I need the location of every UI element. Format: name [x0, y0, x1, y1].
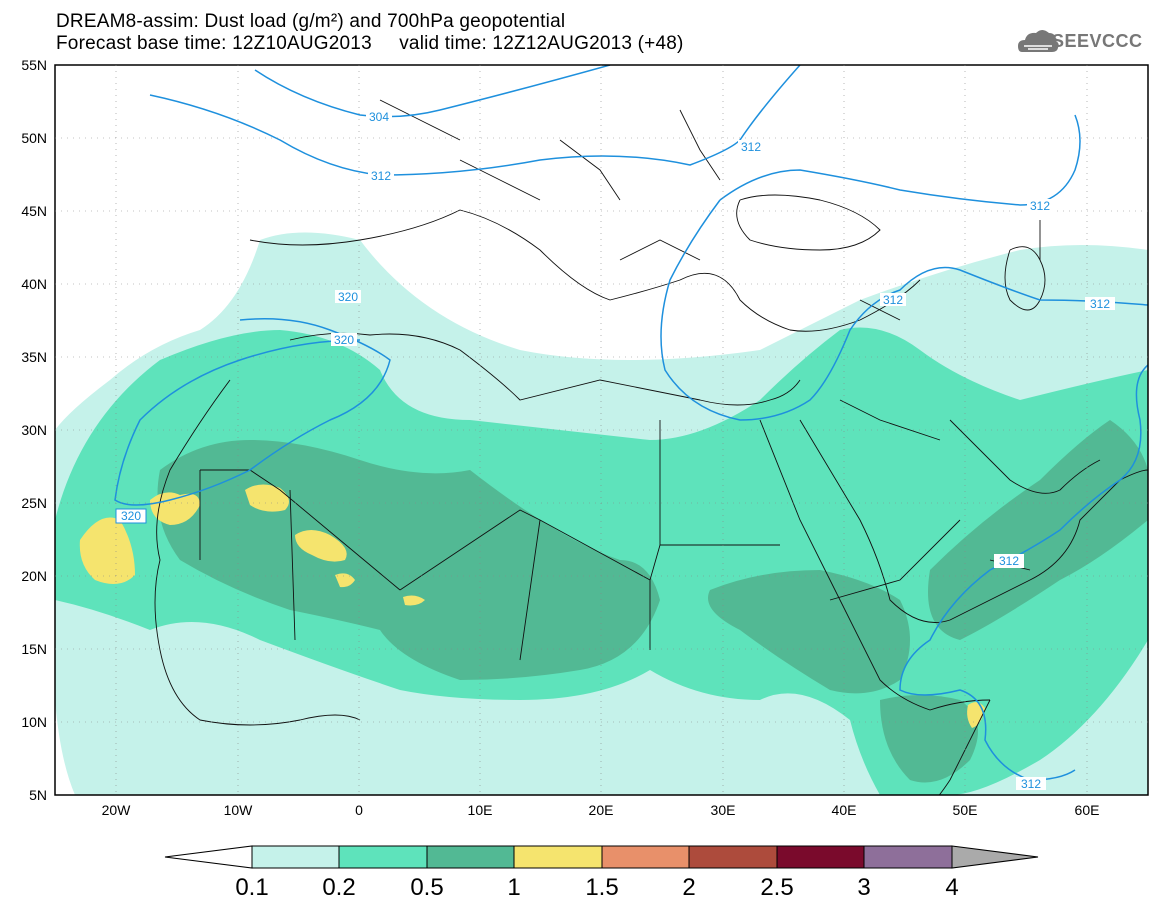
colorbar-tick-label: 1.5	[585, 874, 618, 901]
coastline-horn	[938, 699, 991, 795]
contour-label: 312	[1030, 199, 1050, 213]
dust-field-yellow	[245, 484, 289, 512]
logo-text: SEEVCCC	[1052, 31, 1143, 51]
lat-label: 15N	[21, 641, 47, 657]
lon-label: 60E	[1075, 802, 1100, 818]
dust-field-dark	[708, 570, 910, 694]
lat-label: 45N	[21, 203, 47, 219]
contour-label: 312	[371, 169, 391, 183]
coastline-west-africa	[154, 379, 361, 726]
longitude-labels: 20W 10W 0 10E 20E 30E 40E 50E 60E	[102, 802, 1100, 818]
colorbar-tick-label: 0.2	[322, 874, 355, 901]
colorbar-swatch	[338, 845, 428, 869]
coastline-black-sea	[736, 194, 881, 251]
country-borders	[199, 99, 1041, 661]
dust-field-yellow	[150, 492, 200, 525]
coastline-arabia	[799, 419, 1148, 623]
contour-labels: 304 312 312 312 312 320 320 320 312 312 …	[115, 110, 1115, 791]
contour-label: 312	[999, 554, 1019, 568]
map-subtitle: Forecast base time: 12Z10AUG2013 valid t…	[56, 33, 684, 54]
lon-label: 10W	[224, 802, 254, 818]
contour-312-east	[719, 114, 1081, 206]
dust-load-fields	[55, 232, 1148, 795]
contour-320	[114, 318, 391, 506]
dust-field-yellow	[335, 573, 355, 588]
contour-312-north	[149, 65, 801, 176]
lon-label: 30E	[711, 802, 736, 818]
lat-label: 35N	[21, 349, 47, 365]
colorbar-tick-label: 3	[857, 874, 870, 901]
dust-field-yellow	[403, 595, 425, 606]
lon-label: 10E	[468, 802, 493, 818]
colorbar-tick-label: 2.5	[760, 874, 793, 901]
dust-field-dark	[928, 420, 1148, 640]
colorbar-swatch	[863, 845, 953, 869]
colorbar-swatch	[688, 845, 778, 869]
colorbar-tick-label: 0.5	[410, 874, 443, 901]
lon-label: 20E	[589, 802, 614, 818]
lat-label: 50N	[21, 130, 47, 146]
lon-label: 0	[355, 802, 363, 818]
grid-lines	[55, 65, 1148, 795]
colorbar-swatch	[513, 845, 603, 869]
colorbar-low-arrow	[164, 845, 253, 869]
coastline-north-africa	[289, 332, 801, 406]
lat-label: 30N	[21, 422, 47, 438]
contour-304	[254, 65, 611, 118]
contour-label: 320	[334, 333, 354, 347]
coastlines-and-borders	[154, 99, 1148, 795]
latitude-labels: 55N 50N 45N 40N 35N 30N 25N 20N 15N 10N …	[21, 57, 47, 803]
dust-field-yellow	[79, 517, 135, 584]
lat-label: 40N	[21, 276, 47, 292]
contour-label: 304	[369, 110, 389, 124]
contour-312-arabia	[899, 364, 1148, 781]
contour-label: 312	[1021, 777, 1041, 791]
coastline-gulf	[949, 419, 1101, 494]
colorbar-tick-label: 4	[945, 874, 958, 901]
coastline-red-sea	[759, 419, 991, 711]
colorbar-tick-label: 0.1	[235, 874, 268, 901]
lat-label: 20N	[21, 568, 47, 584]
lon-label: 40E	[832, 802, 857, 818]
lat-label: 10N	[21, 714, 47, 730]
colorbar-swatch	[426, 845, 515, 869]
dust-field-yellow	[295, 530, 347, 562]
colorbar-tick-label: 2	[682, 874, 695, 901]
contour-label: 312	[741, 140, 761, 154]
map-title: DREAM8-assim: Dust load (g/m²) and 700hP…	[56, 11, 566, 32]
contour-label: 320	[121, 509, 141, 523]
contour-label: 312	[883, 293, 903, 307]
colorbar-tick-label: 1	[507, 874, 520, 901]
dust-field-yellow	[967, 702, 985, 728]
lon-label: 50E	[953, 802, 978, 818]
lat-label: 55N	[21, 57, 47, 73]
colorbar-high-arrow	[951, 845, 1039, 869]
coastline-europe	[249, 209, 921, 332]
lat-label: 25N	[21, 495, 47, 511]
contour-312-med	[660, 199, 1148, 421]
contour-label: 312	[1090, 297, 1110, 311]
colorbar: 0.1 0.2 0.5 1 1.5 2 2.5 3 4	[164, 845, 1039, 901]
dust-field-dark	[880, 695, 978, 783]
seevccc-cloud-logo	[1018, 30, 1059, 52]
colorbar-swatch	[251, 845, 340, 869]
contour-label: 320	[338, 290, 358, 304]
geopotential-contours	[114, 65, 1148, 781]
colorbar-swatch	[776, 845, 865, 869]
colorbar-swatch	[601, 845, 690, 869]
lon-label: 20W	[102, 802, 132, 818]
lat-label: 5N	[29, 787, 47, 803]
